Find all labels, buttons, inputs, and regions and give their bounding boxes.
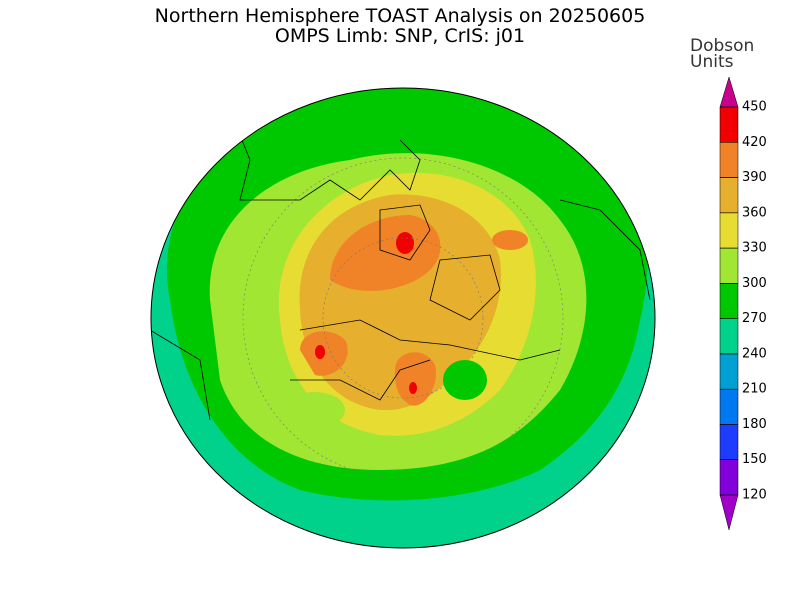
colorbar-label: 180 [742, 417, 767, 432]
colorbar-label: 210 [742, 382, 767, 397]
colorbar-triangle [719, 494, 739, 531]
colorbar-box [719, 388, 739, 425]
colorbar-title: Units [690, 52, 734, 72]
region [285, 392, 345, 428]
colorbar-label: 330 [742, 241, 767, 256]
colorbar: 120 150 180 210 240 270 300 330 360 390 420 450 [719, 76, 767, 531]
colorbar-box [719, 106, 739, 143]
colorbar-box [719, 212, 739, 249]
colorbar-box [719, 177, 739, 214]
colorbar-label: 420 [742, 135, 767, 150]
colorbar-label: 360 [742, 205, 767, 220]
colorbar-box [719, 318, 739, 355]
colorbar-box [719, 353, 739, 390]
colorbar-label: 390 [742, 170, 767, 185]
coastline [229, 109, 421, 201]
coastline [429, 254, 501, 321]
colorbar-title: Dobson [690, 36, 754, 56]
coastline [290, 319, 561, 401]
colorbar-box [719, 283, 739, 319]
colorbar-box [719, 424, 739, 460]
map [150, 87, 656, 549]
colorbar-label: 150 [742, 452, 767, 467]
title: Northern Hemisphere TOAST Analysis on 20… [155, 5, 646, 27]
map-border [150, 87, 656, 549]
region [315, 345, 325, 359]
coastline [151, 199, 651, 421]
colorbar-box [719, 247, 739, 284]
region [443, 360, 487, 400]
region [396, 232, 414, 254]
colorbar-label: 120 [742, 488, 767, 503]
region [409, 382, 417, 394]
subtitle: OMPS Limb: SNP, CrIS: j01 [275, 25, 525, 47]
colorbar-box [719, 459, 739, 496]
region [394, 352, 436, 406]
region [330, 215, 441, 291]
colorbar-triangle [719, 76, 739, 108]
region [492, 230, 528, 250]
colorbar-label: 450 [742, 100, 767, 115]
colorbar-label: 300 [742, 276, 767, 291]
coastline [379, 204, 431, 261]
colorbar-label: 240 [742, 346, 767, 361]
colorbar-box [719, 142, 739, 178]
colorbar-label: 270 [742, 311, 767, 326]
